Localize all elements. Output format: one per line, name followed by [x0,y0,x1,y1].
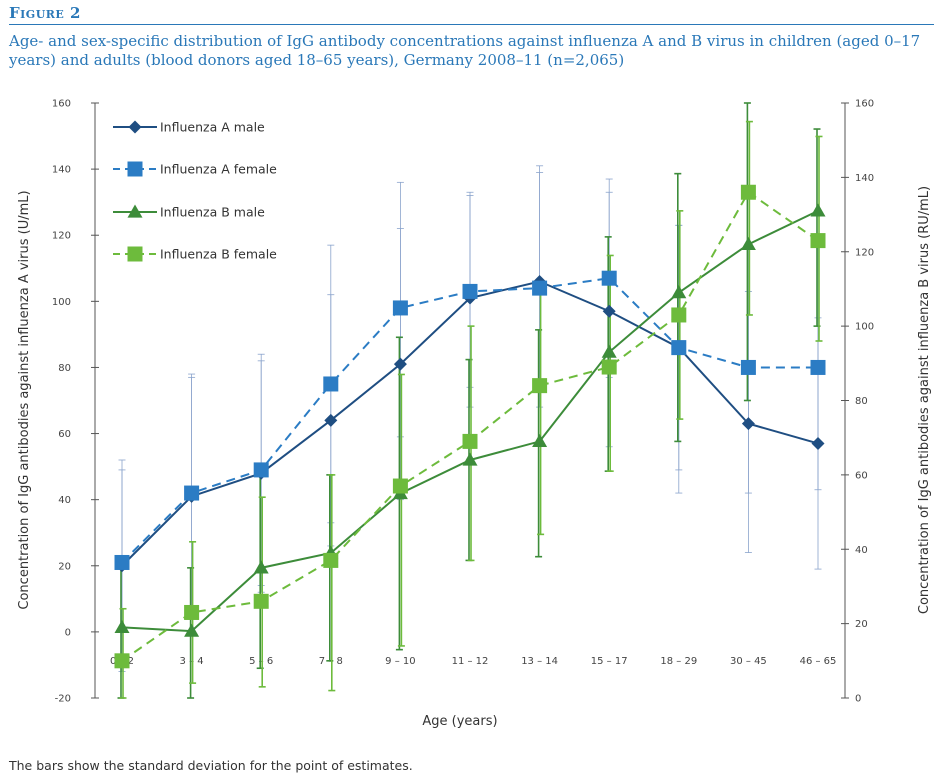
right-y-tick-label: 40 [855,545,868,556]
x-category-label: 9 – 10 [385,656,415,667]
data-point [324,413,338,427]
data-point [810,359,826,375]
data-point [253,462,269,478]
x-axis-label: Age (years) [422,714,497,729]
data-point [253,593,269,609]
data-point [532,378,548,394]
data-point [532,433,548,448]
data-point [810,203,826,217]
left-y-tick-label: 100 [52,297,71,308]
data-point [393,357,407,371]
data-point [601,344,617,358]
figure-caption: Age- and sex-specific distribution of Ig… [9,32,921,69]
legend-label: Influenza B female [160,247,277,262]
data-point [741,417,755,431]
x-category-label: 30 – 45 [730,656,767,667]
right-y-tick-label: 100 [855,322,874,333]
title-divider [9,24,934,25]
right-y-tick-label: 140 [855,173,874,184]
data-point [323,376,339,392]
data-point [811,436,825,450]
data-point [601,359,617,375]
legend-marker [128,120,142,134]
right-y-tick-label: 80 [855,396,868,407]
data-point [392,300,408,316]
data-point [184,604,200,620]
right-y-tick-label: 160 [855,99,874,110]
data-point [740,236,756,250]
legend-label: Influenza B male [160,205,265,220]
x-category-label: 5 – 6 [249,656,273,667]
right-y-tick-label: 20 [855,619,868,630]
x-category-label: 18 – 29 [660,656,697,667]
legend-marker [127,204,143,218]
x-category-label: 11 – 12 [452,656,489,667]
x-category-label: 3 – 4 [180,656,204,667]
x-category-label: 13 – 14 [521,656,558,667]
data-point [740,184,756,200]
left-y-tick-label: 40 [58,495,71,506]
left-y-tick-label: 140 [52,165,71,176]
data-point [462,283,478,299]
data-point [392,478,408,494]
data-point [740,359,756,375]
legend-marker [127,246,143,262]
right-y-tick-label: 120 [855,247,874,258]
legend-label: Influenza A female [160,162,277,177]
data-point [602,304,616,318]
left-y-tick-label: 160 [52,99,71,110]
data-point [114,653,130,669]
legend-label: Influenza A male [160,120,265,135]
data-point [462,433,478,449]
data-point [532,280,548,296]
data-point [323,552,339,568]
data-point [114,619,130,633]
chart-axes: -20 0 20 40 60 80 100 120 140 160 0 20 40 60 80 100 120 1… [52,99,874,705]
left-y-tick-label: 80 [58,363,71,374]
left-y-tick-label: 120 [52,231,71,242]
footnote: The bars show the standard deviation for… [9,758,413,773]
data-point [810,233,826,249]
chart-legend: Influenza A male Influenza A female Influe… [113,120,277,262]
data-point [114,554,130,570]
right-y-axis-label: Concentration of IgG antibodies against … [917,186,932,614]
left-y-tick-label: 20 [58,561,71,572]
data-point [253,560,269,574]
data-point [462,452,478,466]
x-category-label: 46 – 65 [800,656,837,667]
data-point [671,340,687,356]
left-y-axis-label: Concentration of IgG antibodies against … [17,190,32,609]
left-y-tick-label: 0 [65,627,71,638]
left-y-tick-label: 60 [58,429,71,440]
data-point [184,623,200,637]
error-bars [117,102,823,699]
left-y-tick-label: -20 [55,694,71,705]
right-y-tick-label: 60 [855,470,868,481]
line-chart: -20 0 20 40 60 80 100 120 140 160 0 20 40 60 80 100 120 1… [17,99,932,730]
data-point [601,270,617,286]
series-markers [114,184,826,669]
figure-label: Figure 2 [9,4,81,22]
legend-marker [127,161,143,177]
data-point [184,485,200,501]
right-y-tick-label: 0 [855,694,861,705]
x-category-label: 15 – 17 [591,656,628,667]
data-point [671,307,687,323]
data-point [671,285,687,299]
